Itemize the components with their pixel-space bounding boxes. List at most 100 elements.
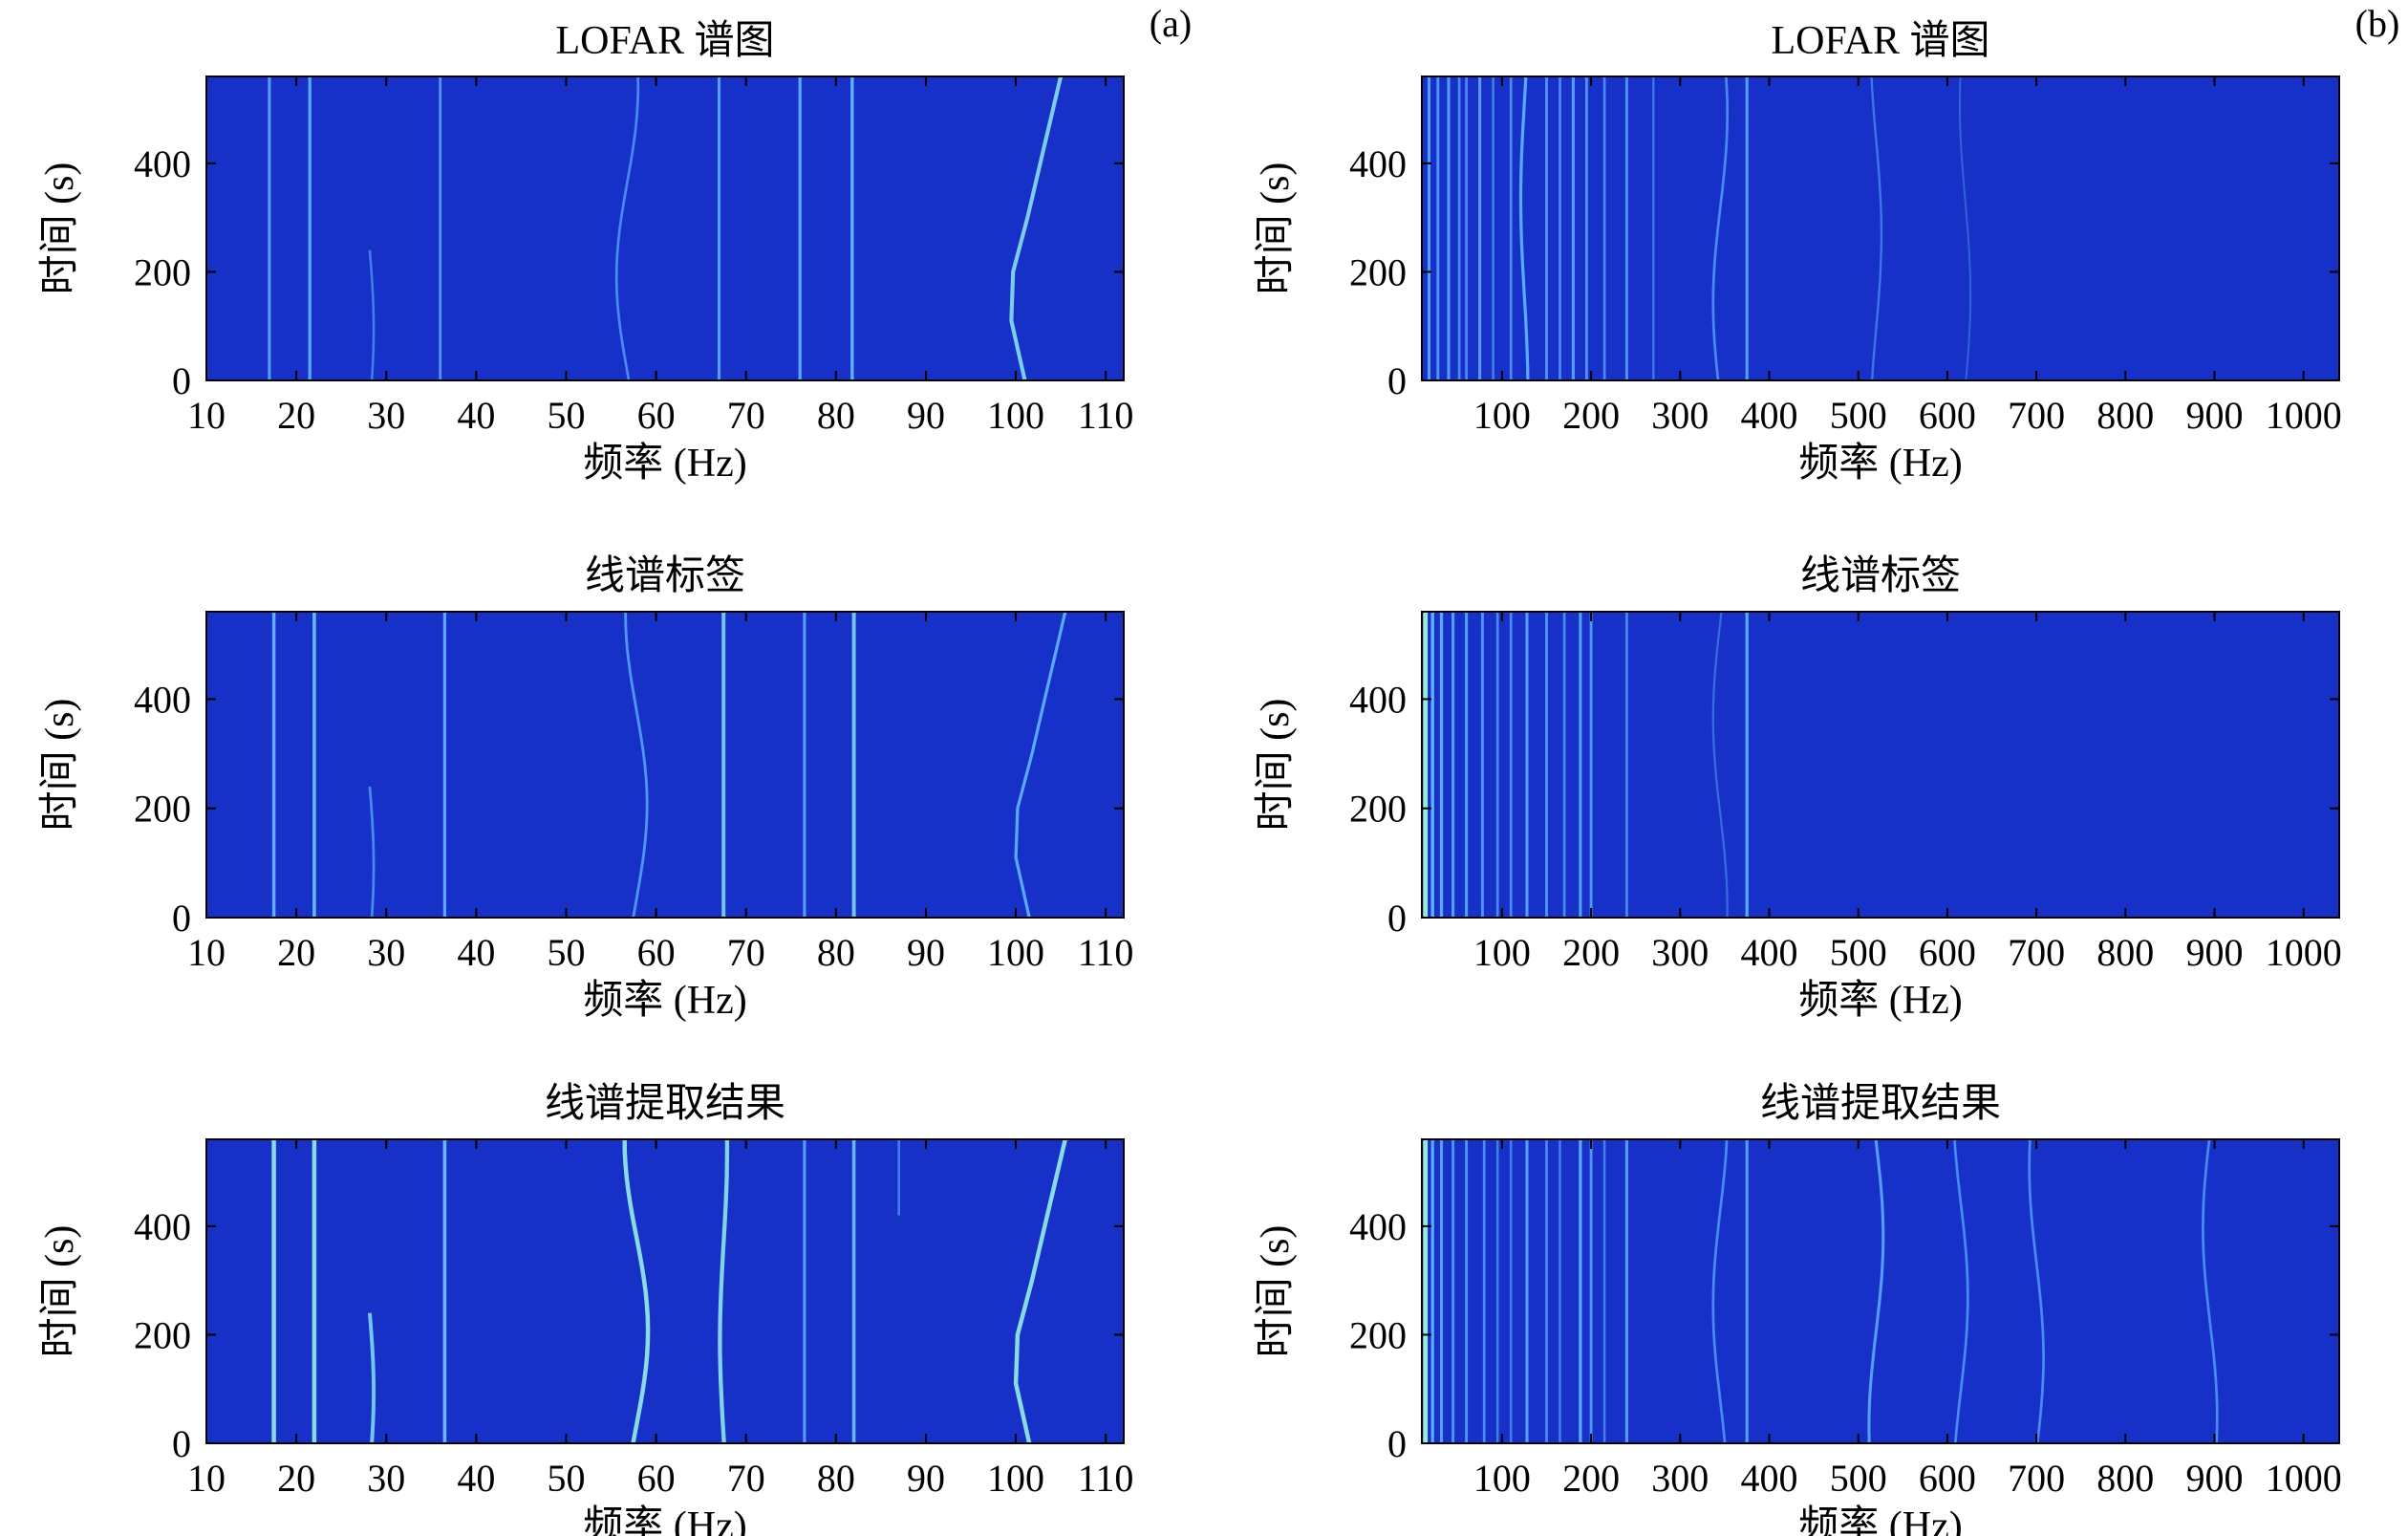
y-tick-label: 0 [1387,897,1407,940]
x-tick-label: 10 [187,1457,226,1500]
spectral-line [624,612,649,918]
x-tick-label: 200 [1562,931,1620,974]
axes-frame [1421,1138,2340,1444]
x-tick-label: 100 [987,394,1044,437]
x-tick-label: 200 [1562,1457,1620,1500]
spectrogram-background [1422,612,2339,918]
x-tick-label: 60 [637,1457,676,1500]
x-tick-label: 1000 [2266,394,2342,437]
y-axis-label: 时间 (s) [1254,162,1298,295]
spectrogram-background [206,1139,1124,1443]
x-tick-label: 60 [637,931,676,974]
axes-frame [1421,611,2340,919]
x-tick-label: 30 [367,931,405,974]
x-tick-label: 700 [2008,394,2065,437]
spectral-line [1013,1139,1067,1443]
spectral-line [368,249,376,380]
x-tick-label: 900 [2186,1457,2244,1500]
x-axis-label: 频率 (Hz) [583,978,746,1023]
spectral-line [1711,612,1729,918]
x-tick-label: 800 [2096,394,2154,437]
x-tick-label: 700 [2008,931,2065,974]
x-tick-label: 500 [1830,931,1887,974]
spectral-line [1711,1139,1729,1443]
y-tick-label: 200 [1349,250,1407,293]
spectral-line [1009,76,1064,380]
x-tick-label: 100 [1473,394,1531,437]
x-tick-label: 500 [1830,394,1887,437]
x-tick-label: 800 [2096,931,2154,974]
spectral-line [622,1139,651,1443]
spectral-line [1711,76,1730,380]
x-tick-label: 100 [987,931,1044,974]
x-tick-label: 10 [187,931,226,974]
y-axis-label: 时间 (s) [38,699,82,832]
y-tick-label: 400 [134,678,191,721]
spectral-line [1870,76,1883,380]
x-tick-label: 600 [1919,1457,1976,1500]
spectral-line [2028,1139,2045,1443]
x-tick-label: 20 [277,931,315,974]
x-axis-label: 频率 (Hz) [583,441,746,486]
x-tick-label: 600 [1919,931,1976,974]
x-tick-label: 90 [907,931,945,974]
x-tick-label: 110 [1078,394,1134,437]
x-tick-label: 90 [907,394,945,437]
y-tick-label: 200 [1349,788,1407,831]
y-tick-label: 200 [134,250,191,293]
line-spectra [1423,1139,2219,1443]
subplot-title: LOFAR 谱图 [1771,19,1989,63]
line-spectra [1427,76,1972,380]
panel-b-0: 100 200 300 400 500 600 700 800 900 1000 0 200 400 LO… [1254,19,2342,486]
spectral-line [2202,1139,2219,1443]
panel-a-2: 10 20 30 40 50 60 70 80 90 100 110 0 200 400 线谱提取结果频率 … [38,1082,1133,1536]
subplot-title: 线谱提取结果 [545,1082,785,1126]
y-axis-label: 时间 (s) [38,1225,82,1358]
x-tick-label: 70 [727,931,765,974]
x-axis-label: 频率 (Hz) [1798,1504,1962,1536]
y-axis-label: 时间 (s) [1254,1225,1298,1358]
y-tick-label: 0 [1387,359,1407,402]
x-tick-label: 300 [1651,394,1709,437]
x-tick-label: 1000 [2266,1457,2342,1500]
y-tick-label: 0 [172,897,191,940]
x-tick-label: 100 [987,1457,1044,1500]
x-tick-label: 700 [2008,1457,2065,1500]
x-tick-label: 40 [457,394,495,437]
line-spectra [271,1139,1067,1443]
x-tick-label: 100 [1473,931,1531,974]
panel-tag-b: (b) [2355,2,2400,45]
x-tick-label: 20 [277,394,315,437]
spectral-line [368,786,376,918]
subplot-title: 线谱标签 [1800,554,1961,598]
x-tick-label: 70 [727,394,765,437]
x-tick-label: 50 [547,394,585,437]
x-tick-label: 500 [1830,1457,1887,1500]
y-tick-label: 200 [134,788,191,831]
x-tick-label: 70 [727,1457,765,1500]
x-tick-label: 20 [277,1457,315,1500]
x-tick-label: 400 [1740,931,1797,974]
spectral-line [718,1139,730,1443]
x-tick-label: 300 [1651,931,1709,974]
x-tick-label: 30 [367,394,405,437]
spectral-line [614,76,640,380]
x-tick-label: 50 [547,931,585,974]
spectrogram-background [206,612,1124,918]
x-axis-label: 频率 (Hz) [1798,441,1962,486]
x-tick-label: 110 [1078,1457,1134,1500]
x-tick-label: 10 [187,394,226,437]
y-tick-label: 0 [172,1422,191,1465]
x-tick-label: 600 [1919,394,1976,437]
y-tick-label: 0 [172,359,191,402]
x-tick-label: 800 [2096,1457,2154,1500]
spectral-line [1958,76,1972,380]
x-tick-label: 90 [907,1457,945,1500]
x-tick-label: 1000 [2266,931,2342,974]
y-tick-label: 200 [1349,1313,1407,1356]
spectral-line [1518,76,1530,380]
subplot-title: 线谱提取结果 [1760,1082,2001,1126]
y-tick-label: 400 [134,142,191,185]
x-tick-label: 200 [1562,394,1620,437]
